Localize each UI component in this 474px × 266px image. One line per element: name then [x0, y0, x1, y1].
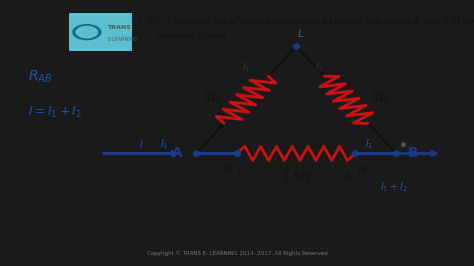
Text: $I_1$: $I_1$ [315, 60, 323, 73]
Text: $I_1$: $I_1$ [365, 138, 373, 151]
Text: M: M [224, 165, 232, 175]
Text: $I = I_1 + I_2$: $I = I_1 + I_2$ [27, 105, 82, 120]
Text: TRANS: TRANS [107, 24, 131, 30]
Text: E-LEARNING: E-LEARNING [107, 36, 137, 41]
Text: 1Ω: 1Ω [203, 91, 221, 104]
Text: $I_1+I_2$: $I_1+I_2$ [380, 180, 408, 194]
Text: 1.5Ω: 1.5Ω [282, 171, 311, 184]
Text: $I_2$: $I_2$ [344, 169, 353, 182]
Text: •  Q1) Calculate the effective resistance between the points A and B in the: • Q1) Calculate the effective resistance… [137, 17, 474, 26]
Text: $I_1$: $I_1$ [160, 138, 168, 151]
Text: A: A [172, 146, 182, 160]
Text: 1Ω: 1Ω [372, 91, 389, 104]
Text: $I_2$: $I_2$ [237, 169, 246, 182]
Text: B: B [408, 146, 418, 160]
Text: $R_{AB}$: $R_{AB}$ [27, 69, 52, 85]
FancyBboxPatch shape [69, 13, 132, 51]
Text: network shown: network shown [137, 32, 226, 41]
Text: Copyright © TRANS E- LEARNING 2014- 2017. All Rights Reserved: Copyright © TRANS E- LEARNING 2014- 2017… [146, 251, 328, 256]
Circle shape [75, 26, 98, 39]
Text: $I_1$: $I_1$ [242, 60, 250, 73]
Circle shape [72, 24, 101, 40]
Text: N: N [357, 165, 365, 175]
Text: L: L [298, 28, 304, 39]
Text: $I$: $I$ [139, 139, 144, 151]
